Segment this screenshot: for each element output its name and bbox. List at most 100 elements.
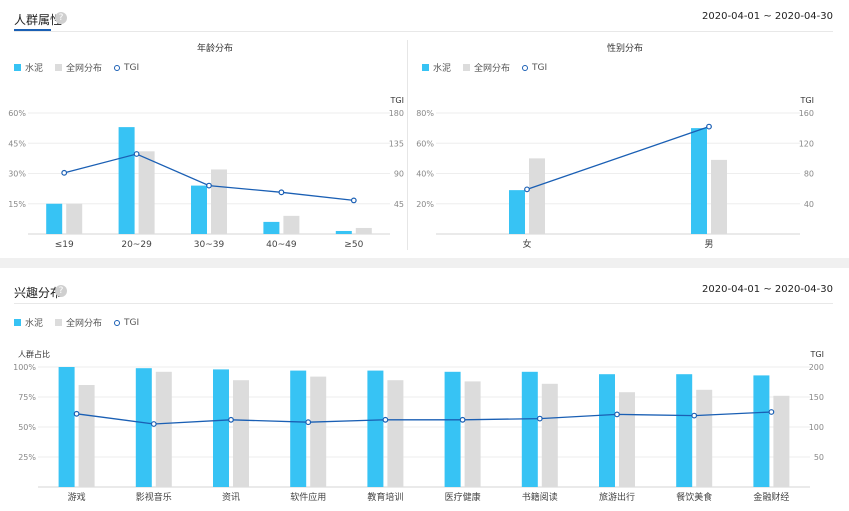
left-tick-label: 20% <box>416 200 434 209</box>
category-label: 教育培训 <box>367 491 403 503</box>
legend-item-tgi[interactable]: TGI <box>114 318 139 328</box>
left-tick-label: 25% <box>18 453 36 462</box>
title-underline <box>14 29 51 31</box>
right-tick-label: 120 <box>799 139 814 148</box>
tgi-point <box>61 169 68 176</box>
tgi-point <box>73 410 80 417</box>
age-legend: 水泥 全网分布 TGI <box>14 61 151 74</box>
category-label: 餐饮美食 <box>676 491 712 503</box>
bar-secondary <box>138 151 155 234</box>
bar-primary <box>509 190 525 234</box>
category-label: 书籍阅读 <box>522 491 558 503</box>
tgi-point <box>150 421 157 427</box>
tgi-line <box>76 411 772 425</box>
right-tick-label: 160 <box>799 109 814 118</box>
bar-secondary <box>355 227 372 234</box>
date-range-crowd[interactable]: 2020-04-01 ~ 2020-04-30 <box>702 11 833 22</box>
bar-primary <box>444 371 461 487</box>
category-label: 医疗健康 <box>445 491 481 503</box>
right-axis-title: TGI <box>390 96 404 105</box>
legend-item-tgi[interactable]: TGI <box>114 63 139 73</box>
bar-secondary <box>233 380 249 487</box>
right-tick-label: 90 <box>394 170 404 179</box>
category-label: 游戏 <box>68 491 86 503</box>
date-range-interest[interactable]: 2020-04-01 ~ 2020-04-30 <box>702 284 833 295</box>
interest-chart: 25% 50% 75% 100% 50 100 150 200 人群占比 TGI 游戏 影视音乐 资讯 软… <box>13 349 824 503</box>
legend-item-tgi[interactable]: TGI <box>522 63 547 73</box>
bar-primary <box>521 371 538 487</box>
question-circle-icon[interactable]: ? <box>55 285 67 297</box>
tgi-point <box>524 186 530 193</box>
bar-primary <box>135 368 152 487</box>
category-label: 40~49 <box>266 240 297 250</box>
bar-secondary <box>387 380 404 487</box>
bar-secondary <box>529 158 545 234</box>
category-label: 女 <box>522 238 531 250</box>
right-tick-label: 50 <box>814 453 824 462</box>
category-label: ≤19 <box>55 240 74 250</box>
bar-secondary <box>696 389 713 487</box>
left-tick-label: 50% <box>18 423 36 432</box>
tgi-point <box>278 189 285 196</box>
left-tick-label: 40% <box>416 170 434 179</box>
question-circle-icon[interactable]: ? <box>55 12 67 24</box>
bar-secondary <box>78 385 95 487</box>
bar-secondary <box>619 392 635 487</box>
bar-secondary <box>155 371 172 487</box>
category-label: 金融财经 <box>753 491 789 503</box>
crowd-attributes-panel: 人群属性 ? 2020-04-01 ~ 2020-04-30 年龄分布 性别分布… <box>0 0 849 258</box>
category-label: 旅游出行 <box>599 491 635 503</box>
gender-chart-title: 性别分布 <box>606 44 643 54</box>
bar-primary <box>676 374 693 487</box>
tgi-point <box>382 416 389 423</box>
gender-legend: 水泥 全网分布 TGI <box>422 61 559 74</box>
left-tick-label: 60% <box>416 139 434 148</box>
bar-secondary <box>310 376 327 487</box>
tgi-point <box>691 412 698 419</box>
legend-item-secondary[interactable]: 全网分布 <box>55 316 102 329</box>
bar-primary <box>263 221 280 234</box>
left-tick-label: 15% <box>8 200 26 209</box>
category-label: 影视音乐 <box>136 491 172 503</box>
tgi-point <box>459 416 466 423</box>
bar-secondary <box>773 395 790 487</box>
bar-secondary <box>711 159 727 234</box>
category-label: 30~39 <box>194 240 225 250</box>
right-axis-title: TGI <box>810 350 824 359</box>
right-tick-label: 45 <box>394 200 404 209</box>
right-tick-label: 80 <box>804 170 814 179</box>
gender-chart: 20% 40% 60% 80% 40 80 120 160 TGI 女 男 <box>416 96 814 250</box>
legend-item-secondary[interactable]: 全网分布 <box>55 61 102 74</box>
legend-item-primary[interactable]: 水泥 <box>14 316 43 329</box>
bar-primary <box>58 367 75 487</box>
tgi-point <box>350 197 357 204</box>
category-label: 男 <box>704 239 713 250</box>
bar-primary <box>599 374 615 487</box>
bar-secondary <box>541 383 558 487</box>
age-chart: 15% 30% 45% 60% 45 90 135 180 TGI ≤19 20~29 30~39 40… <box>8 96 404 250</box>
bar-secondary <box>464 381 481 487</box>
left-axis-title: 人群占比 <box>18 349 50 359</box>
chart-divider <box>407 40 408 250</box>
tgi-point <box>305 419 312 426</box>
legend-item-secondary[interactable]: 全网分布 <box>463 61 510 74</box>
bar-primary <box>191 185 207 234</box>
category-label: 资讯 <box>222 492 240 503</box>
bar-secondary <box>66 203 83 234</box>
legend-item-primary[interactable]: 水泥 <box>14 61 43 74</box>
title-rule <box>14 303 833 304</box>
section-title-interest: 兴趣分布 <box>14 286 63 300</box>
bar-primary <box>753 375 770 487</box>
bar-primary <box>691 128 707 234</box>
right-tick-label: 150 <box>809 393 824 402</box>
tgi-point <box>706 123 712 130</box>
tgi-line <box>526 125 710 190</box>
right-tick-label: 100 <box>809 423 824 432</box>
title-rule <box>14 31 833 32</box>
category-label: ≥50 <box>344 240 363 250</box>
bar-primary <box>46 203 63 234</box>
tgi-point <box>206 182 212 189</box>
legend-item-primary[interactable]: 水泥 <box>422 61 451 74</box>
bar-primary <box>290 370 307 487</box>
bar-secondary <box>283 215 300 234</box>
